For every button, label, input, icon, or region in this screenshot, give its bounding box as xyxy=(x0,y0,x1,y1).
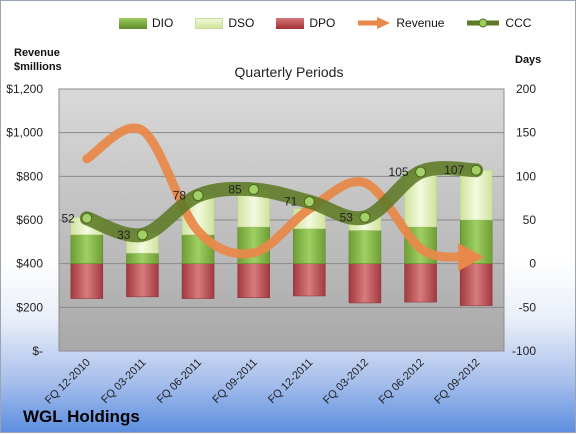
right-tick-label: 0 xyxy=(529,257,536,271)
left-tick-label: $1,000 xyxy=(6,126,43,140)
bar-dio xyxy=(293,228,326,264)
revenue-line xyxy=(82,123,467,262)
bar-dpo xyxy=(181,263,215,299)
legend-label-ccc: CCC xyxy=(505,16,532,30)
left-axis-title: Revenue $millions xyxy=(14,46,62,74)
left-axis-title-line1: Revenue xyxy=(14,47,60,59)
legend-label-dpo: DPO xyxy=(309,16,336,30)
right-tick-label: -50 xyxy=(519,300,537,314)
ccc-point xyxy=(192,190,204,202)
ccc-point xyxy=(359,211,371,223)
ccc-point xyxy=(303,196,315,208)
left-tick-label: $600 xyxy=(16,213,43,227)
bar-dio xyxy=(70,234,104,264)
right-tick-label: 50 xyxy=(523,213,537,227)
legend-item-revenue: Revenue xyxy=(357,16,444,30)
ccc-point xyxy=(415,166,427,178)
right-tick-label: -100 xyxy=(512,344,536,358)
ccc-data-label: 78 xyxy=(173,189,187,203)
legend-swatch-dso xyxy=(195,17,224,29)
bar-dio xyxy=(126,252,159,264)
ccc-point xyxy=(470,164,482,176)
legend-swatch-dio xyxy=(119,17,147,29)
chart-title: Quarterly Periods xyxy=(234,64,344,80)
ccc-data-label: 105 xyxy=(389,165,409,179)
bar-dpo xyxy=(237,263,270,298)
ccc-data-label: 107 xyxy=(444,163,464,177)
right-tick-label: 150 xyxy=(516,126,536,140)
legend-label-revenue: Revenue xyxy=(396,16,445,30)
legend-label-dso: DSO xyxy=(228,16,255,30)
right-tick-label: 100 xyxy=(516,169,536,183)
left-tick-label: $400 xyxy=(16,257,43,271)
x-tick-label: FQ 12-2010 xyxy=(43,357,93,407)
legend-swatch-ccc xyxy=(467,18,500,28)
legend-swatch-dpo xyxy=(276,17,305,29)
legend-item-dio: DIO xyxy=(119,16,173,30)
legend-label-dio: DIO xyxy=(152,16,174,30)
x-tick-label: FQ 06-2012 xyxy=(377,357,427,407)
legend-item-dpo: DPO xyxy=(276,16,335,30)
x-tick-label: FQ 03-2012 xyxy=(321,357,371,407)
bar-dpo xyxy=(348,263,382,304)
ccc-line xyxy=(79,161,484,243)
bar-dso xyxy=(459,169,493,221)
bar-dpo xyxy=(459,263,493,306)
bar-dpo xyxy=(293,263,326,297)
legend-item-ccc: CCC xyxy=(466,16,531,30)
x-tick-label: FQ 12-2011 xyxy=(266,357,315,406)
legend-swatch-revenue xyxy=(358,17,391,29)
right-axis-title: Days xyxy=(515,54,542,66)
ccc-data-label: 53 xyxy=(340,210,354,224)
left-tick-label: $- xyxy=(32,344,43,358)
ccc-point xyxy=(136,229,148,241)
ccc-data-label: 71 xyxy=(284,195,298,209)
x-tick-label: FQ 09-2011 xyxy=(210,357,259,406)
bar-dpo xyxy=(404,263,437,303)
left-tick-label: $800 xyxy=(16,169,43,183)
left-tick-label: $200 xyxy=(16,300,43,314)
revenue-arrowhead xyxy=(458,243,485,272)
left-axis-title-line2: $millions xyxy=(14,61,62,73)
x-tick-label: FQ 03-2011 xyxy=(99,357,148,406)
legend-item-dso: DSO xyxy=(195,16,254,30)
bar-dio xyxy=(348,230,382,264)
left-tick-label: $1,200 xyxy=(6,82,43,96)
x-tick-label: FQ 06-2011 xyxy=(155,357,204,406)
x-tick-label: FQ 09-2012 xyxy=(432,357,482,407)
right-tick-label: 200 xyxy=(516,82,536,96)
ccc-data-label: 85 xyxy=(228,182,242,196)
bar-dpo xyxy=(126,263,159,298)
ccc-data-label: 52 xyxy=(61,211,75,225)
ccc-data-label: 33 xyxy=(117,228,131,242)
ccc-point xyxy=(248,183,260,195)
bar-dpo xyxy=(70,263,104,299)
legend: DIO DSO DPO Revenue CCC xyxy=(119,16,553,30)
company-name: WGL Holdings xyxy=(23,407,140,426)
ccc-point xyxy=(81,212,93,224)
